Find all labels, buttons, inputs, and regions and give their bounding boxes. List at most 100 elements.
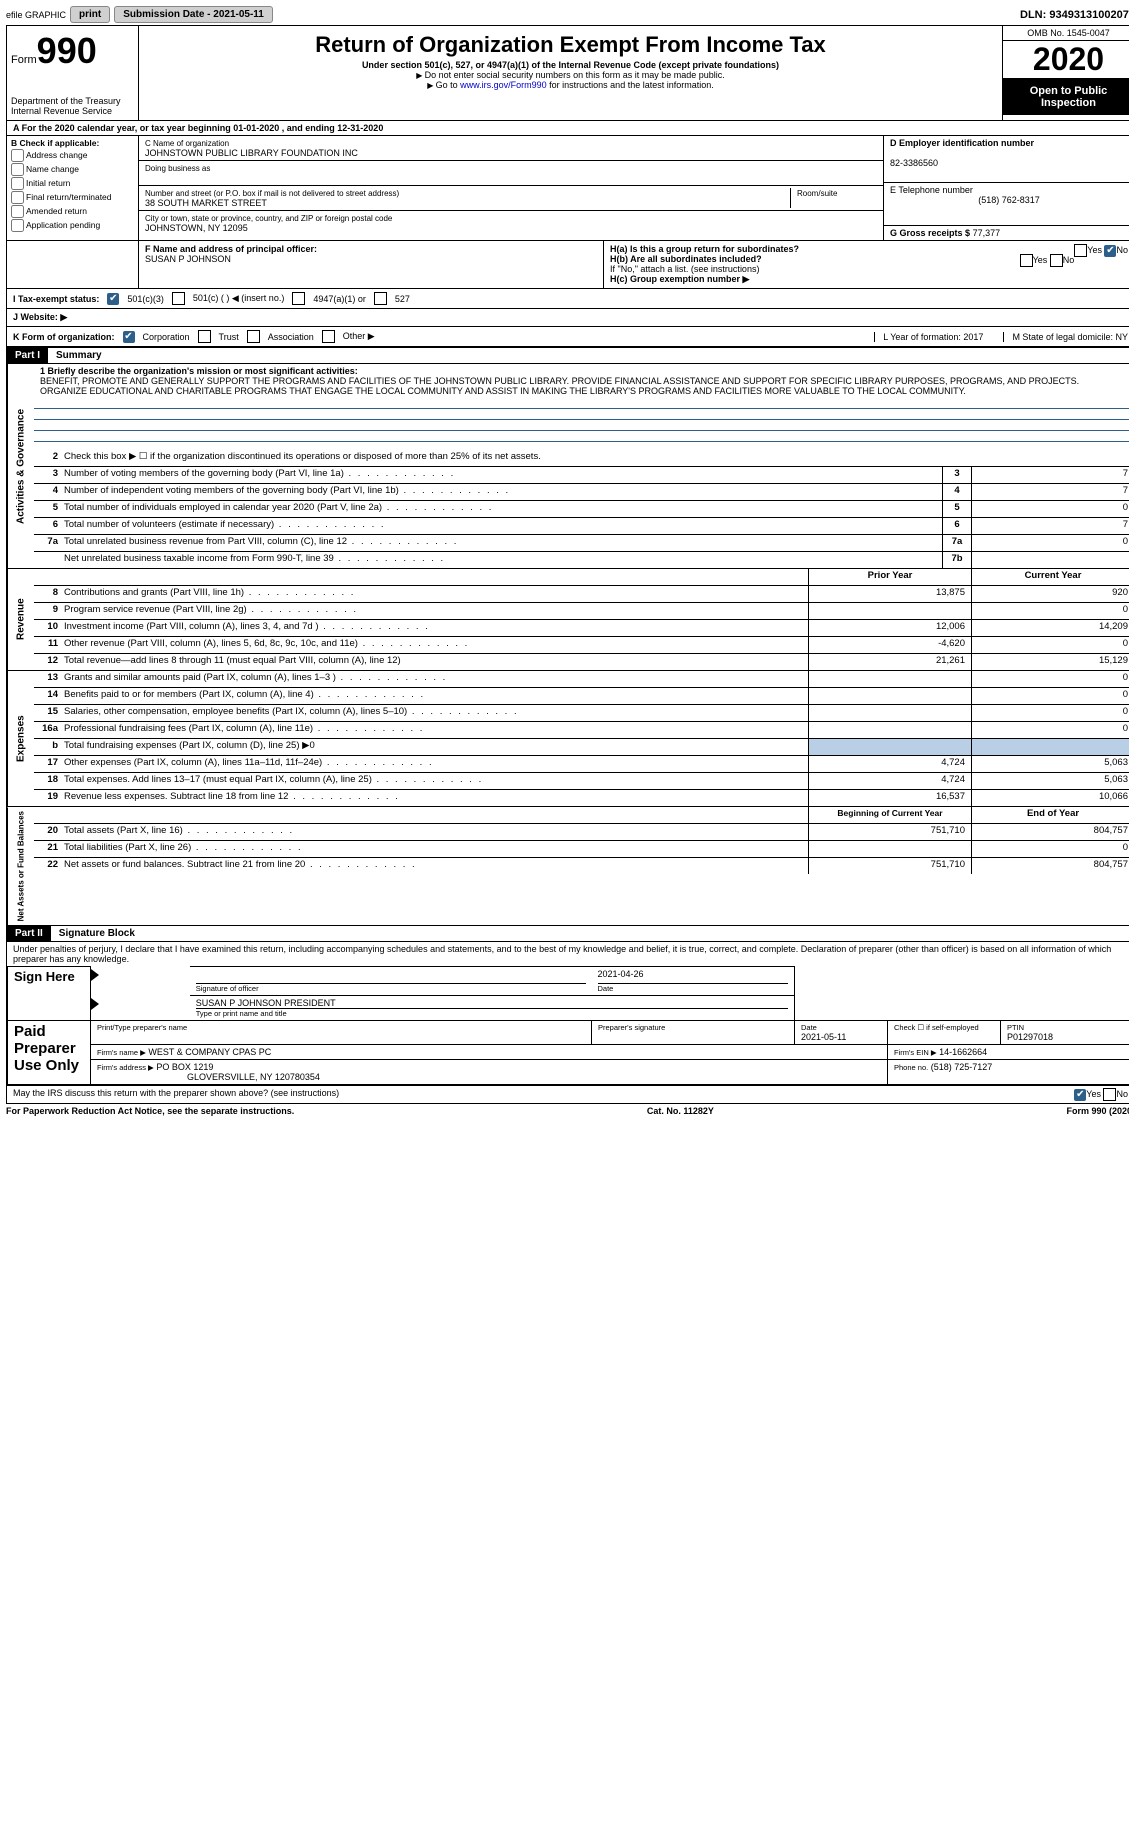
row-i: I Tax-exempt status: ✔501(c)(3) 501(c) (… — [6, 289, 1129, 309]
part1-label: Part I — [7, 348, 48, 363]
chk-501c3[interactable]: ✔ — [107, 293, 119, 305]
firm-phone: (518) 725-7127 — [931, 1062, 993, 1072]
city-state-zip: JOHNSTOWN, NY 12095 — [145, 223, 248, 233]
box-deg: D Employer identification number 82-33865… — [884, 136, 1129, 240]
print-button[interactable]: print — [70, 6, 110, 23]
l4: Number of independent voting members of … — [62, 484, 942, 500]
room-label: Room/suite — [797, 189, 837, 198]
hb-no-box[interactable] — [1050, 254, 1063, 267]
l2: Check this box ▶ ☐ if the organization d… — [62, 450, 1129, 466]
l21: Total liabilities (Part X, line 26) — [62, 841, 808, 857]
chk-527[interactable] — [374, 292, 387, 305]
section-governance: Activities & Governance 1 Briefly descri… — [6, 364, 1129, 569]
hc-label: H(c) Group exemption number ▶ — [610, 274, 749, 284]
chk-trust[interactable] — [198, 330, 211, 343]
l18: Total expenses. Add lines 13–17 (must eq… — [62, 773, 808, 789]
firm-addr1: PO BOX 1219 — [156, 1062, 213, 1072]
l13: Grants and similar amounts paid (Part IX… — [62, 671, 808, 687]
box-b-title: B Check if applicable: — [11, 138, 99, 148]
hb-label: H(b) Are all subordinates included? — [610, 254, 762, 264]
ha-no-box[interactable]: ✔ — [1104, 245, 1116, 257]
discuss-label: May the IRS discuss this return with the… — [13, 1088, 339, 1101]
ha-yes-box[interactable] — [1074, 244, 1087, 257]
form-header: Form990 Department of the Treasury Inter… — [6, 25, 1129, 121]
chk-app-pending[interactable] — [11, 219, 24, 232]
sig-table: Sign Here Signature of officer 2021-04-2… — [7, 966, 1129, 1085]
head-prior: Prior Year — [808, 569, 971, 585]
l14: Benefits paid to or for members (Part IX… — [62, 688, 808, 704]
footer-right: Form 990 (2020) — [1066, 1106, 1129, 1116]
l7a: Total unrelated business revenue from Pa… — [62, 535, 942, 551]
omb-label: OMB No. 1545-0047 — [1003, 26, 1129, 41]
l5-val: 0 — [971, 501, 1129, 517]
l5: Total number of individuals employed in … — [62, 501, 942, 517]
name-label: Type or print name and title — [196, 1009, 788, 1018]
box-h: H(a) Is this a group return for subordin… — [604, 241, 1129, 288]
chk-4947[interactable] — [292, 292, 305, 305]
sign-here-label: Sign Here — [8, 967, 91, 1021]
subdate-button[interactable]: Submission Date - 2021-05-11 — [114, 6, 273, 23]
sig-block: Under penalties of perjury, I declare th… — [6, 942, 1129, 1104]
part2-head: Part II Signature Block — [6, 926, 1129, 942]
chk-other[interactable] — [322, 330, 335, 343]
firm-name: WEST & COMPANY CPAS PC — [148, 1047, 271, 1057]
part1-title: Summary — [48, 348, 110, 363]
ein-value: 82-3386560 — [890, 158, 938, 168]
sigoff-label: Signature of officer — [196, 984, 586, 993]
l6-val: 7 — [971, 518, 1129, 534]
tax-year: 2020 — [1003, 41, 1129, 79]
row-a: A For the 2020 calendar year, or tax yea… — [6, 121, 1129, 136]
i-label: I Tax-exempt status: — [13, 294, 99, 304]
footer: For Paperwork Reduction Act Notice, see … — [6, 1104, 1129, 1118]
note-goto-pre: Go to — [436, 80, 461, 90]
k-label: K Form of organization: — [13, 332, 115, 342]
l9: Program service revenue (Part VIII, line… — [62, 603, 808, 619]
chk-name[interactable] — [11, 163, 24, 176]
form990-link[interactable]: www.irs.gov/Form990 — [460, 80, 547, 90]
firm-ein-label: Firm's EIN ▶ — [894, 1048, 937, 1057]
efile-label: efile GRAPHIC — [6, 10, 66, 20]
l10: Investment income (Part VIII, column (A)… — [62, 620, 808, 636]
ein-label: D Employer identification number — [890, 138, 1034, 148]
chk-amended[interactable] — [11, 205, 24, 218]
hb-yes-box[interactable] — [1020, 254, 1033, 267]
part1-head: Part I Summary — [6, 347, 1129, 364]
l20: Total assets (Part X, line 16) — [62, 824, 808, 840]
arrow-icon — [91, 969, 99, 981]
side-netassets: Net Assets or Fund Balances — [7, 807, 34, 925]
l3-val: 7 — [971, 467, 1129, 483]
side-revenue: Revenue — [7, 569, 34, 670]
l-year: L Year of formation: 2017 — [874, 332, 983, 342]
chk-assoc[interactable] — [247, 330, 260, 343]
org-name: JOHNSTOWN PUBLIC LIBRARY FOUNDATION INC — [145, 148, 358, 158]
ptin-label: PTIN — [1007, 1023, 1127, 1032]
l16b: Total fundraising expenses (Part IX, col… — [62, 739, 808, 755]
check-self: Check ☐ if self-employed — [894, 1023, 994, 1032]
header-left: Form990 Department of the Treasury Inter… — [7, 26, 139, 120]
head-eoy: End of Year — [971, 807, 1129, 823]
note-ssn: Do not enter social security numbers on … — [143, 70, 998, 80]
gross-value: 77,377 — [973, 228, 1001, 238]
l19: Revenue less expenses. Subtract line 18 … — [62, 790, 808, 806]
c-name-label: C Name of organization — [145, 139, 229, 148]
officer-name: SUSAN P JOHNSON — [145, 254, 231, 264]
ha-label: H(a) Is this a group return for subordin… — [610, 244, 799, 254]
discuss-no-box[interactable] — [1103, 1088, 1116, 1101]
open-public: Open to Public Inspection — [1003, 79, 1129, 115]
info-grid: B Check if applicable: Address change Na… — [6, 136, 1129, 241]
box-b: B Check if applicable: Address change Na… — [7, 136, 139, 240]
chk-501c[interactable] — [172, 292, 185, 305]
declaration: Under penalties of perjury, I declare th… — [7, 942, 1129, 966]
head-boy: Beginning of Current Year — [808, 807, 971, 823]
l11: Other revenue (Part VIII, column (A), li… — [62, 637, 808, 653]
dln-label: DLN: 93493131002071 — [1020, 9, 1129, 21]
l12: Total revenue—add lines 8 through 11 (mu… — [62, 654, 808, 670]
chk-address[interactable] — [11, 149, 24, 162]
discuss-yes-box[interactable]: ✔ — [1074, 1089, 1086, 1101]
phone-value: (518) 762-8317 — [890, 195, 1128, 205]
chk-final[interactable] — [11, 191, 24, 204]
chk-initial[interactable] — [11, 177, 24, 190]
footer-mid: Cat. No. 11282Y — [647, 1106, 714, 1116]
chk-corp[interactable]: ✔ — [123, 331, 135, 343]
l3: Number of voting members of the governin… — [62, 467, 942, 483]
